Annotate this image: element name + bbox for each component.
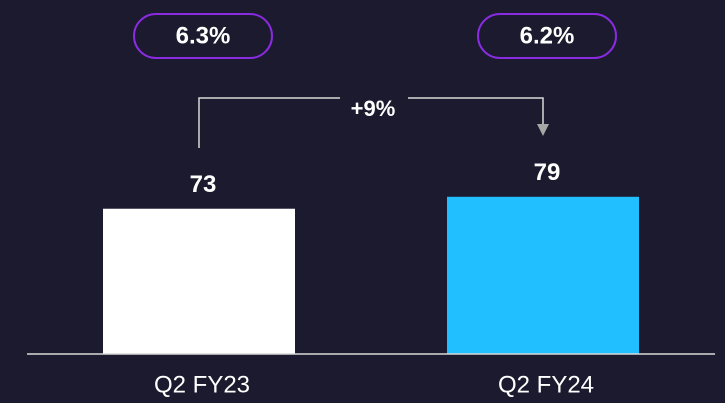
bar bbox=[103, 208, 295, 354]
change-label: +9% bbox=[351, 96, 396, 121]
value-label: 79 bbox=[534, 159, 561, 186]
pill-label: 6.2% bbox=[520, 22, 575, 49]
bar bbox=[447, 196, 639, 354]
pill bbox=[133, 13, 273, 59]
value-label: 73 bbox=[190, 171, 217, 198]
arrow-head bbox=[537, 124, 549, 136]
pill-label: 6.3% bbox=[176, 22, 231, 49]
change-arrow bbox=[198, 97, 544, 148]
category-label: Q2 FY24 bbox=[498, 371, 594, 398]
pill bbox=[477, 13, 617, 59]
category-label: Q2 FY23 bbox=[154, 371, 250, 398]
